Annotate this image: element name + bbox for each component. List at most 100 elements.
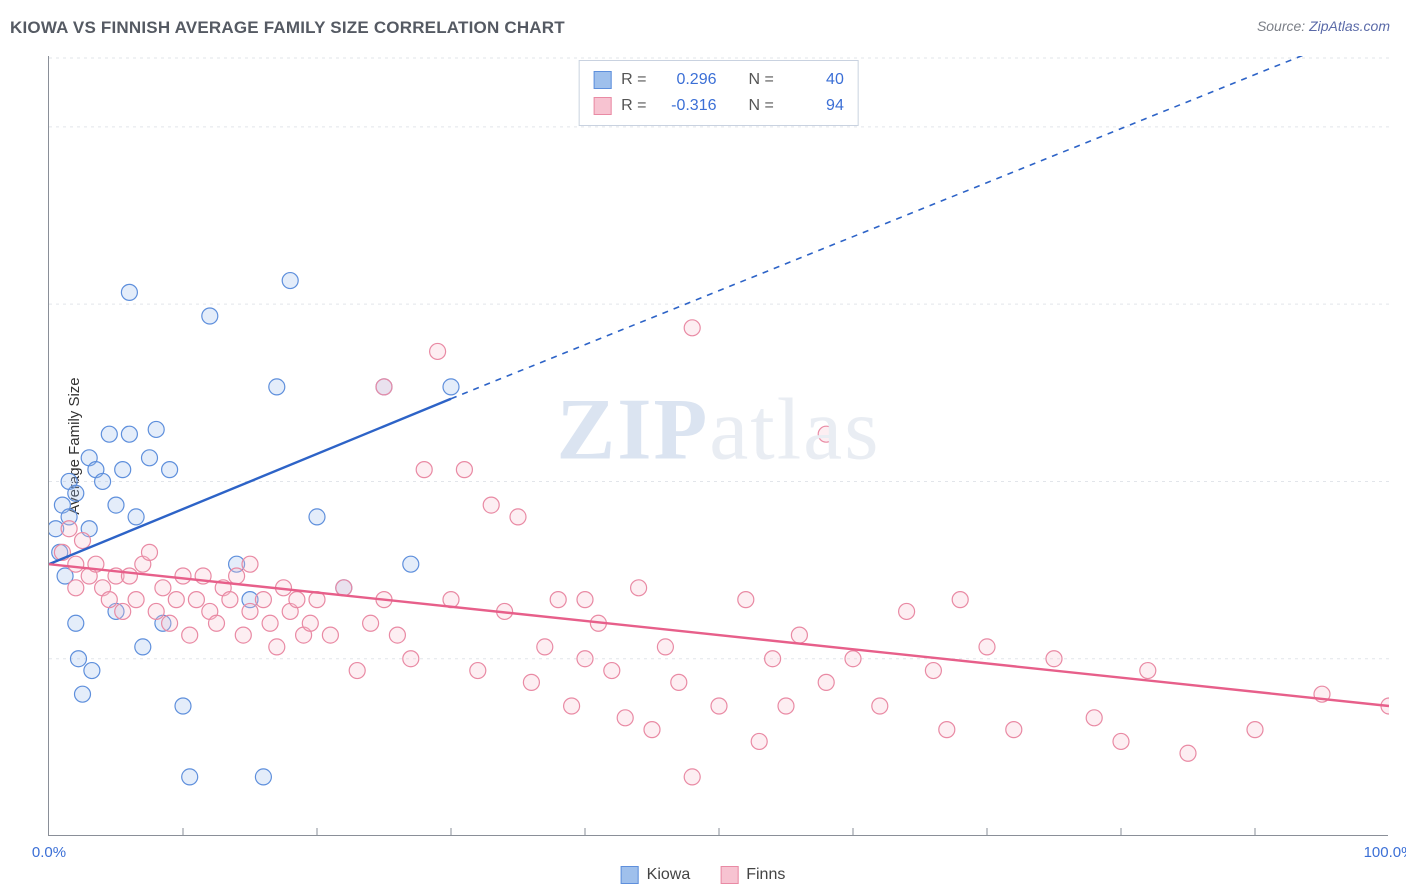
data-point-finns — [363, 615, 379, 631]
data-point-finns — [657, 639, 673, 655]
legend-item-finns: Finns — [720, 866, 785, 884]
data-point-finns — [791, 627, 807, 643]
data-point-finns — [376, 379, 392, 395]
data-point-finns — [765, 651, 781, 667]
legend-n-value-kiowa: 40 — [784, 67, 844, 93]
data-point-kiowa — [121, 284, 137, 300]
data-point-finns — [115, 603, 131, 619]
data-point-finns — [289, 592, 305, 608]
data-point-kiowa — [84, 663, 100, 679]
data-point-finns — [872, 698, 888, 714]
source-attribution: Source: ZipAtlas.com — [1257, 18, 1390, 34]
data-point-finns — [778, 698, 794, 714]
legend-stats-row-kiowa: R = 0.296 N = 40 — [593, 67, 844, 93]
data-point-finns — [235, 627, 251, 643]
data-point-kiowa — [162, 462, 178, 478]
data-point-finns — [262, 615, 278, 631]
data-point-finns — [403, 651, 419, 667]
source-prefix: Source: — [1257, 18, 1309, 34]
data-point-kiowa — [68, 615, 84, 631]
data-point-kiowa — [182, 769, 198, 785]
chart-svg — [49, 56, 1389, 836]
data-point-finns — [61, 521, 77, 537]
data-point-finns — [188, 592, 204, 608]
data-point-finns — [604, 663, 620, 679]
data-point-finns — [101, 592, 117, 608]
data-point-finns — [631, 580, 647, 596]
legend-label-kiowa: Kiowa — [647, 866, 691, 884]
data-point-finns — [899, 603, 915, 619]
data-point-finns — [269, 639, 285, 655]
data-point-finns — [168, 592, 184, 608]
data-point-kiowa — [70, 651, 86, 667]
data-point-finns — [537, 639, 553, 655]
data-point-kiowa — [68, 485, 84, 501]
data-point-finns — [68, 556, 84, 572]
data-point-kiowa — [255, 769, 271, 785]
legend-r-label: R = — [621, 67, 646, 93]
data-point-finns — [322, 627, 338, 643]
data-point-finns — [738, 592, 754, 608]
data-point-finns — [162, 615, 178, 631]
data-point-kiowa — [101, 426, 117, 442]
legend-r-value-kiowa: 0.296 — [657, 67, 717, 93]
data-point-finns — [430, 343, 446, 359]
data-point-finns — [1140, 663, 1156, 679]
data-point-finns — [564, 698, 580, 714]
data-point-finns — [302, 615, 318, 631]
data-point-finns — [416, 462, 432, 478]
data-point-finns — [684, 769, 700, 785]
data-point-kiowa — [142, 450, 158, 466]
data-point-finns — [925, 663, 941, 679]
data-point-finns — [142, 544, 158, 560]
data-point-finns — [128, 592, 144, 608]
legend-swatch-kiowa — [593, 71, 611, 89]
data-point-finns — [818, 426, 834, 442]
data-point-finns — [845, 651, 861, 667]
chart-title: KIOWA VS FINNISH AVERAGE FAMILY SIZE COR… — [10, 18, 1396, 38]
data-point-finns — [1006, 722, 1022, 738]
data-point-finns — [617, 710, 633, 726]
legend-stats-row-finns: R = -0.316 N = 94 — [593, 93, 844, 119]
data-point-finns — [389, 627, 405, 643]
source-link[interactable]: ZipAtlas.com — [1309, 18, 1390, 34]
data-point-finns — [1247, 722, 1263, 738]
legend-item-kiowa: Kiowa — [621, 866, 691, 884]
data-point-kiowa — [148, 421, 164, 437]
x-tick-label: 0.0% — [32, 844, 66, 861]
data-point-finns — [751, 733, 767, 749]
data-point-kiowa — [135, 639, 151, 655]
data-point-kiowa — [443, 379, 459, 395]
data-point-finns — [577, 651, 593, 667]
data-point-finns — [1086, 710, 1102, 726]
data-point-kiowa — [202, 308, 218, 324]
data-point-finns — [68, 580, 84, 596]
data-point-finns — [349, 663, 365, 679]
data-point-finns — [711, 698, 727, 714]
data-point-finns — [510, 509, 526, 525]
data-point-kiowa — [108, 497, 124, 513]
data-point-finns — [222, 592, 238, 608]
data-point-finns — [1113, 733, 1129, 749]
data-point-finns — [255, 592, 271, 608]
data-point-finns — [684, 320, 700, 336]
data-point-kiowa — [403, 556, 419, 572]
data-point-finns — [242, 556, 258, 572]
legend-n-value-finns: 94 — [784, 93, 844, 119]
x-tick-label: 100.0% — [1364, 844, 1406, 861]
legend-swatch-finns — [720, 866, 738, 884]
legend-series: Kiowa Finns — [621, 866, 786, 884]
data-point-finns — [939, 722, 955, 738]
data-point-finns — [952, 592, 968, 608]
data-point-finns — [1180, 745, 1196, 761]
data-point-finns — [182, 627, 198, 643]
data-point-finns — [979, 639, 995, 655]
data-point-finns — [75, 533, 91, 549]
data-point-kiowa — [175, 698, 191, 714]
data-point-finns — [671, 674, 687, 690]
data-point-finns — [523, 674, 539, 690]
data-point-finns — [155, 580, 171, 596]
data-point-finns — [242, 603, 258, 619]
data-point-kiowa — [282, 273, 298, 289]
data-point-finns — [456, 462, 472, 478]
